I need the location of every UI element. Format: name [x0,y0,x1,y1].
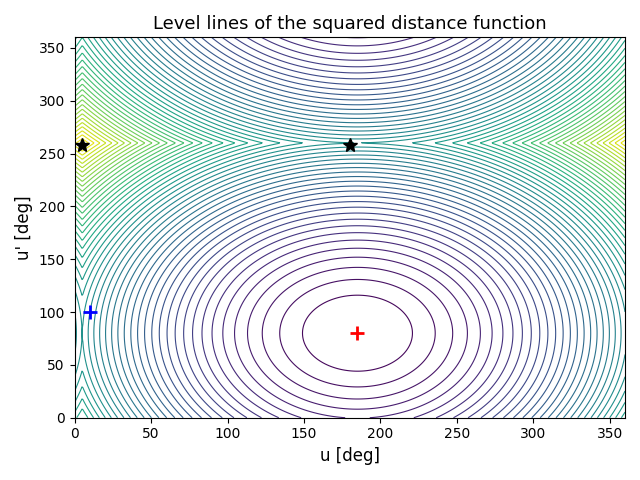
X-axis label: u [deg]: u [deg] [320,447,380,465]
Y-axis label: u' [deg]: u' [deg] [15,195,33,260]
Title: Level lines of the squared distance function: Level lines of the squared distance func… [153,15,547,33]
